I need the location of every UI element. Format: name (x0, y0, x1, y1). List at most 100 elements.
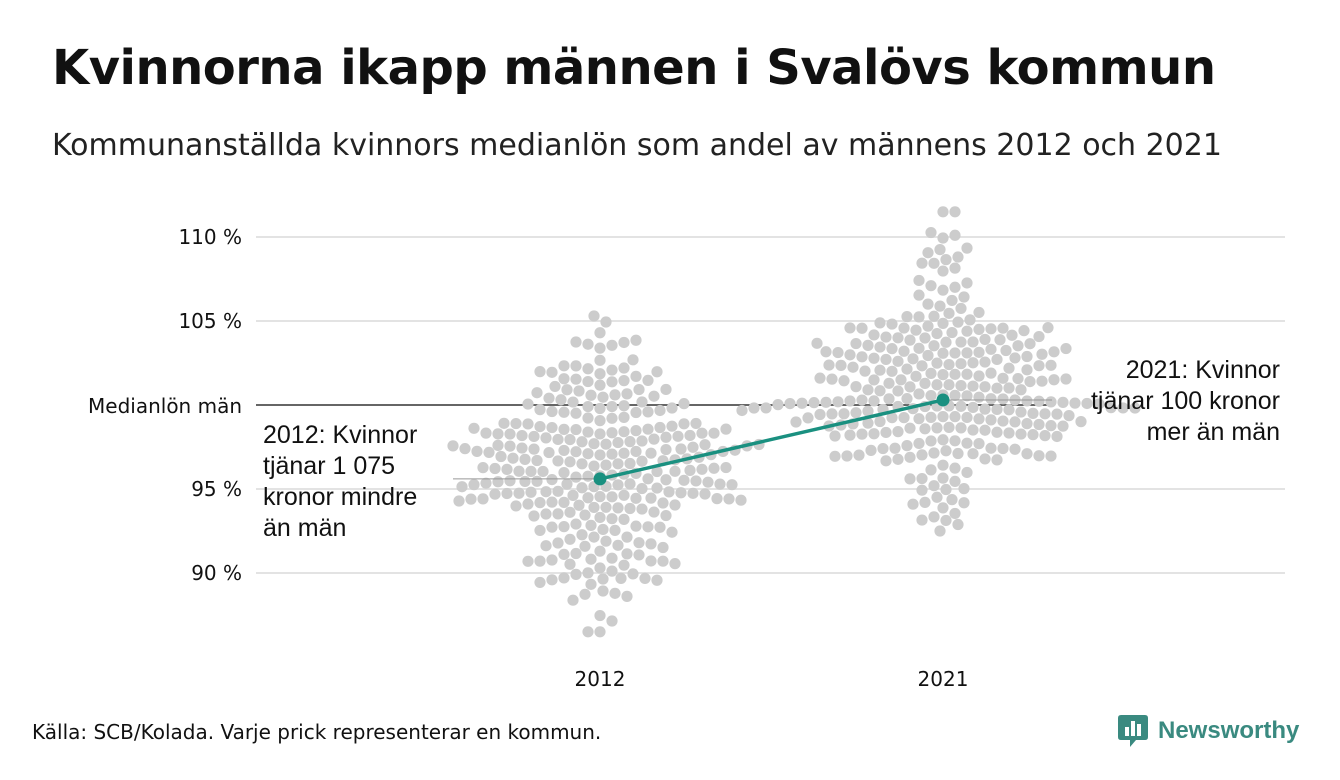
dot-2012 (510, 500, 522, 512)
dot-2021 (901, 440, 913, 452)
dot-2021 (937, 206, 949, 218)
dot-2021 (1021, 395, 1033, 407)
dot-2012 (609, 524, 621, 536)
dot-2012 (582, 375, 594, 388)
dot-2012 (558, 572, 570, 584)
dot-2012 (660, 474, 672, 486)
dot-2012 (540, 508, 552, 520)
dot-2021 (961, 277, 973, 289)
dot-2012 (675, 443, 687, 455)
dot-2012 (570, 518, 582, 530)
dot-2012 (651, 366, 663, 378)
dot-2021 (838, 408, 850, 420)
dot-2012 (564, 558, 576, 570)
dot-2021 (856, 394, 868, 406)
dot-2012 (501, 463, 513, 475)
dot-2012 (654, 521, 666, 533)
dot-2012 (606, 615, 618, 627)
dot-2012 (621, 388, 633, 400)
dot-2012 (651, 465, 663, 478)
dot-2021 (1048, 374, 1060, 386)
dot-2012 (606, 427, 618, 439)
y-axis: 90 % 95 % 105 % 110 % Medianlön män (88, 225, 242, 585)
dot-2012 (552, 508, 564, 520)
dot-2021 (979, 424, 991, 436)
dot-2012 (582, 492, 594, 504)
dot-2021 (958, 291, 970, 303)
dot-2021 (961, 390, 973, 402)
dot-2021 (961, 466, 973, 479)
dot-2021 (916, 514, 928, 526)
dot-2012 (558, 467, 570, 479)
dot-2021 (961, 437, 973, 449)
dot-2021 (949, 229, 961, 241)
dot-2012 (543, 392, 555, 404)
dot-2012 (570, 547, 582, 560)
dot-2012 (510, 417, 522, 430)
dot-2021 (847, 361, 859, 373)
dot-2021 (808, 397, 820, 409)
dot-2021 (934, 300, 946, 312)
annotation-2012-line: 2012: Kvinnor (263, 421, 417, 449)
dot-2012 (522, 398, 534, 410)
dot-2021 (922, 247, 934, 259)
dot-2012 (531, 475, 543, 487)
dot-2012 (582, 567, 594, 579)
dot-2012 (648, 506, 660, 518)
dot-2021 (1033, 418, 1045, 431)
dot-2021 (856, 428, 868, 440)
dot-2021 (1033, 450, 1045, 462)
dot-2012 (594, 402, 606, 415)
dot-2021 (1051, 430, 1063, 443)
dot-2012 (624, 502, 636, 515)
dot-2012 (570, 360, 582, 372)
dot-2021 (961, 242, 973, 254)
dot-2021 (973, 438, 985, 450)
dot-2012 (618, 447, 630, 459)
dot-2021 (943, 379, 955, 391)
dot-2012 (672, 430, 684, 442)
dot-2012 (663, 486, 675, 498)
dot-2012 (588, 310, 600, 322)
x-tick-label-2012: 2012 (575, 667, 626, 691)
dot-2012 (621, 548, 633, 560)
grid-lines (256, 236, 1285, 574)
dot-2021 (1015, 406, 1027, 418)
dot-2012 (546, 496, 558, 508)
dot-2012 (525, 465, 537, 477)
dot-2012 (723, 493, 735, 505)
dot-2021 (943, 307, 955, 319)
dot-2021 (979, 381, 991, 393)
dot-2012 (537, 465, 549, 478)
dot-2021 (913, 311, 925, 323)
dot-2012 (528, 430, 540, 443)
dot-2012 (633, 383, 645, 396)
dot-2021 (928, 310, 940, 322)
dot-2021 (952, 518, 964, 531)
dot-2021 (937, 502, 949, 514)
dot-2012 (678, 418, 690, 430)
dot-2012 (507, 452, 519, 464)
dot-2012 (624, 457, 636, 470)
dot-2021 (886, 412, 898, 424)
dot-2021 (964, 314, 976, 326)
dot-2012 (660, 431, 672, 443)
dot-2021 (955, 400, 967, 412)
dot-2021 (784, 397, 796, 410)
dot-2012 (567, 594, 579, 606)
dot-2021 (925, 411, 937, 423)
dot-2012 (549, 380, 561, 393)
dot-2021 (835, 359, 847, 371)
dot-2021 (979, 403, 991, 415)
dot-2012 (585, 389, 597, 401)
dot-2021 (1009, 416, 1021, 428)
dot-2012 (480, 427, 492, 439)
annotation-2021-line: 2021: Kvinnor (1126, 356, 1280, 384)
dot-2012 (627, 568, 639, 580)
highlight-point-2012 (593, 472, 607, 486)
dot-2021 (1036, 348, 1048, 360)
dot-2021 (874, 364, 886, 376)
dot-2021 (832, 396, 844, 408)
dot-2021 (1003, 404, 1015, 416)
annotation-2021-line: mer än män (1147, 418, 1280, 446)
